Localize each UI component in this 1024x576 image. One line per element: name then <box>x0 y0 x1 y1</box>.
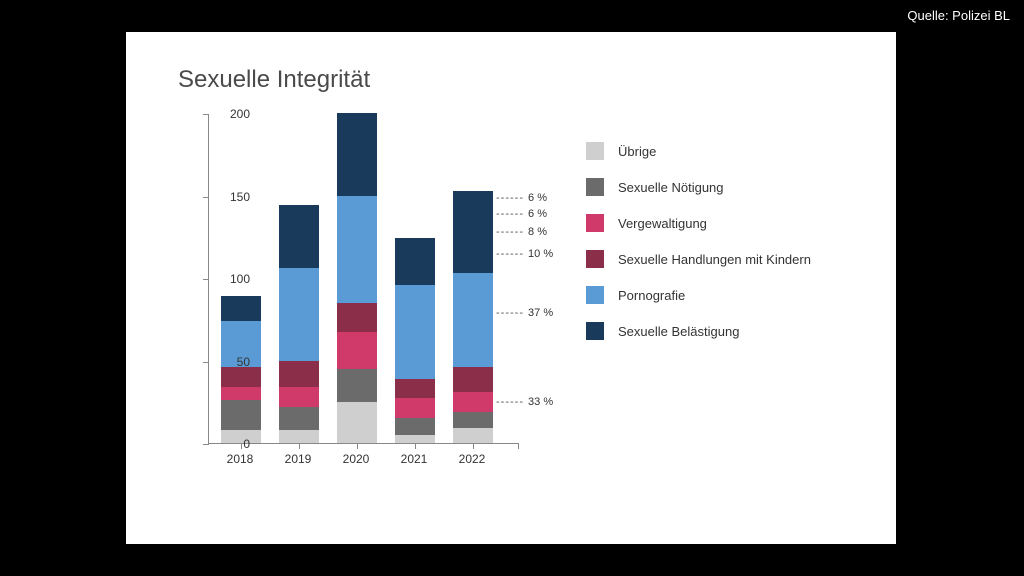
segment-sexuelle_handlungen_kindern <box>221 367 261 387</box>
x-tick <box>415 443 416 449</box>
legend-swatch <box>586 250 604 268</box>
segment-sexuelle_handlungen_kindern <box>337 303 377 333</box>
segment-sexuelle_noetigung <box>279 407 319 430</box>
annotation-leader: ------ <box>496 208 528 220</box>
y-tick <box>203 444 209 445</box>
bar-2020 <box>337 113 377 443</box>
legend-label: Vergewaltigung <box>618 216 707 231</box>
y-axis-label: 200 <box>216 107 250 121</box>
segment-uebrige <box>453 428 493 443</box>
annotation-leader: ------ <box>496 248 528 260</box>
legend-swatch <box>586 214 604 232</box>
bar-2021 <box>395 238 435 443</box>
legend-swatch <box>586 286 604 304</box>
x-tick <box>473 443 474 449</box>
segment-sexuelle_belaestigung <box>279 205 319 268</box>
segment-sexuelle_noetigung <box>337 369 377 402</box>
annotation-leader: ------ <box>496 226 528 238</box>
y-tick <box>203 362 209 363</box>
segment-vergewaltigung <box>395 398 435 418</box>
legend-item-sexuelle_noetigung: Sexuelle Nötigung <box>586 178 866 196</box>
annotation-leader: ------ <box>496 307 528 319</box>
source-attribution: Quelle: Polizei BL <box>907 8 1010 23</box>
segment-uebrige <box>337 402 377 443</box>
segment-sexuelle_belaestigung <box>453 191 493 274</box>
segment-sexuelle_handlungen_kindern <box>453 367 493 392</box>
segment-pornografie <box>337 196 377 303</box>
segment-uebrige <box>395 435 435 443</box>
percent-annotation: ------ 6 % <box>496 208 547 220</box>
percent-annotation: ------ 8 % <box>496 226 547 238</box>
legend-item-sexuelle_belaestigung: Sexuelle Belästigung <box>586 322 866 340</box>
stacked-bar-chart: 050100150200 20182019202020212022 ------… <box>168 114 528 474</box>
legend-label: Pornografie <box>618 288 685 303</box>
legend-label: Sexuelle Nötigung <box>618 180 724 195</box>
segment-sexuelle_handlungen_kindern <box>395 379 435 399</box>
segment-pornografie <box>453 273 493 367</box>
segment-sexuelle_noetigung <box>395 418 435 435</box>
chart-panel: Sexuelle Integrität 0 50 100 150 200 2018 201… <box>126 32 896 544</box>
y-tick <box>203 114 209 115</box>
legend-label: Sexuelle Handlungen mit Kindern <box>618 252 811 267</box>
legend-swatch <box>586 142 604 160</box>
chart-title: Sexuelle Integrität <box>178 66 370 94</box>
segment-pornografie <box>395 285 435 379</box>
segment-pornografie <box>279 268 319 360</box>
x-axis-label: 2019 <box>285 452 312 466</box>
x-axis-label: 2018 <box>227 452 254 466</box>
segment-vergewaltigung <box>337 332 377 368</box>
y-tick <box>203 279 209 280</box>
legend-item-vergewaltigung: Vergewaltigung <box>586 214 866 232</box>
segment-sexuelle_noetigung <box>453 412 493 429</box>
percent-annotation: ------ 6 % <box>496 192 547 204</box>
percent-annotation: ------ 33 % <box>496 396 553 408</box>
y-axis-label: 50 <box>216 355 250 369</box>
annotation-leader: ------ <box>496 396 528 408</box>
legend-label: Übrige <box>618 144 656 159</box>
bar-2018 <box>221 296 261 443</box>
legend-swatch <box>586 178 604 196</box>
legend: Übrige Sexuelle Nötigung Vergewaltigung Sex… <box>586 142 866 358</box>
x-axis-end-tick <box>518 443 519 449</box>
segment-vergewaltigung <box>279 387 319 407</box>
segment-vergewaltigung <box>221 387 261 400</box>
segment-uebrige <box>279 430 319 443</box>
x-tick <box>299 443 300 449</box>
annotation-label: 6 % <box>528 208 547 220</box>
segment-vergewaltigung <box>453 392 493 412</box>
annotation-label: 33 % <box>528 396 553 408</box>
y-tick <box>203 197 209 198</box>
legend-item-pornografie: Pornografie <box>586 286 866 304</box>
percent-annotation: ------ 37 % <box>496 307 553 319</box>
annotation-label: 8 % <box>528 226 547 238</box>
legend-swatch <box>586 322 604 340</box>
legend-label: Sexuelle Belästigung <box>618 324 739 339</box>
legend-item-uebrige: Übrige <box>586 142 866 160</box>
bar-2019 <box>279 205 319 443</box>
annotation-label: 10 % <box>528 248 553 260</box>
annotation-leader: ------ <box>496 192 528 204</box>
segment-sexuelle_belaestigung <box>221 296 261 321</box>
y-axis-label: 100 <box>216 272 250 286</box>
x-axis-label: 2021 <box>401 452 428 466</box>
y-axis-label: 0 <box>216 437 250 451</box>
plot-area <box>208 114 518 444</box>
x-axis-label: 2022 <box>459 452 486 466</box>
bar-2022 <box>453 191 493 443</box>
segment-sexuelle_belaestigung <box>395 238 435 284</box>
segment-sexuelle_noetigung <box>221 400 261 430</box>
x-tick <box>357 443 358 449</box>
x-axis-label: 2020 <box>343 452 370 466</box>
segment-sexuelle_handlungen_kindern <box>279 361 319 387</box>
annotation-label: 6 % <box>528 192 547 204</box>
segment-sexuelle_belaestigung <box>337 113 377 196</box>
percent-annotation: ------ 10 % <box>496 248 553 260</box>
annotation-label: 37 % <box>528 307 553 319</box>
legend-item-sexuelle_handlungen_kindern: Sexuelle Handlungen mit Kindern <box>586 250 866 268</box>
y-axis-label: 150 <box>216 190 250 204</box>
